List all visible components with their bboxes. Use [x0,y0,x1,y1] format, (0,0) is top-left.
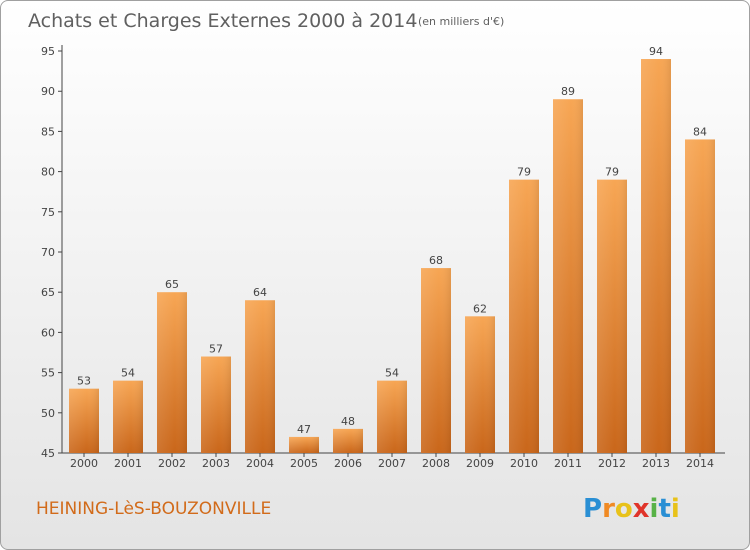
y-tick-label: 45 [41,447,55,460]
data-label: 68 [429,254,443,267]
bar-shine [289,436,319,453]
data-label: 62 [473,302,487,315]
logo-letter: i [671,494,680,524]
bar-shine [685,139,715,453]
data-label: 94 [649,45,663,58]
commune-name: HEINING-LèS-BOUZONVILLE [36,499,271,519]
logo-letter: r [602,494,615,524]
x-tick-label: 2010 [510,457,538,470]
chart-subtitle: (en milliers d'€) [418,15,504,28]
bar-shine [421,268,451,453]
bar-shine [333,428,363,453]
x-tick-label: 2008 [422,457,450,470]
x-tick-label: 2009 [466,457,494,470]
bar-shine [509,179,539,453]
y-tick-label: 95 [41,45,55,58]
x-tick-label: 2005 [290,457,318,470]
y-tick-label: 50 [41,407,55,420]
data-label: 53 [77,375,91,388]
data-label: 54 [121,367,135,380]
logo-letter: o [615,494,633,524]
proxiti-logo: Proxiti [583,494,680,524]
logo-letter: i [650,494,659,524]
data-label: 65 [165,278,179,291]
data-label: 89 [561,85,575,98]
data-label: 47 [297,423,311,436]
bar-shine [113,380,143,453]
x-tick-label: 2012 [598,457,626,470]
x-axis: 2000 2001 2002 2003 2004 2005 2006 2007 2008 2009… [62,452,725,470]
bar-shine [69,388,99,453]
y-tick-label: 75 [41,206,55,219]
y-tick-label: 85 [41,125,55,138]
y-tick-label: 90 [41,85,55,98]
data-label: 79 [605,166,619,179]
x-tick-label: 2007 [378,457,406,470]
bar-shine [641,59,671,453]
bar-shine [465,316,495,453]
x-tick-label: 2013 [642,457,670,470]
bar-shine [377,380,407,453]
y-tick-label: 60 [41,326,55,339]
y-tick-label: 65 [41,286,55,299]
x-tick-label: 2014 [686,457,714,470]
bar-shine [597,179,627,453]
x-tick-label: 2001 [114,457,142,470]
data-label: 84 [693,125,707,138]
x-tick-label: 2004 [246,457,274,470]
x-tick-label: 2006 [334,457,362,470]
x-tick-label: 2000 [70,457,98,470]
bar-shine [157,292,187,453]
logo-letter: t [658,494,670,524]
data-label: 57 [209,343,223,356]
x-tick-label: 2002 [158,457,186,470]
data-label: 54 [385,367,399,380]
x-tick-label: 2011 [554,457,582,470]
y-tick-label: 55 [41,367,55,380]
x-tick-label: 2003 [202,457,230,470]
bar-shine [201,356,231,453]
y-tick-label: 80 [41,166,55,179]
y-tick-label: 70 [41,246,55,259]
data-label: 79 [517,166,531,179]
data-label: 64 [253,286,267,299]
bar-shine [553,99,583,454]
chart-title: Achats et Charges Externes 2000 à 2014 [28,10,417,32]
logo-letter: P [583,494,602,524]
bar-shine [245,300,275,453]
logo-letter: x [633,494,650,524]
y-axis: 45 50 55 60 65 70 75 80 85 90 95 [41,45,63,460]
data-label: 48 [341,415,355,428]
bars-group: 53 54 65 57 64 47 48 54 68 62 79 89 79 94 84 [69,45,715,454]
